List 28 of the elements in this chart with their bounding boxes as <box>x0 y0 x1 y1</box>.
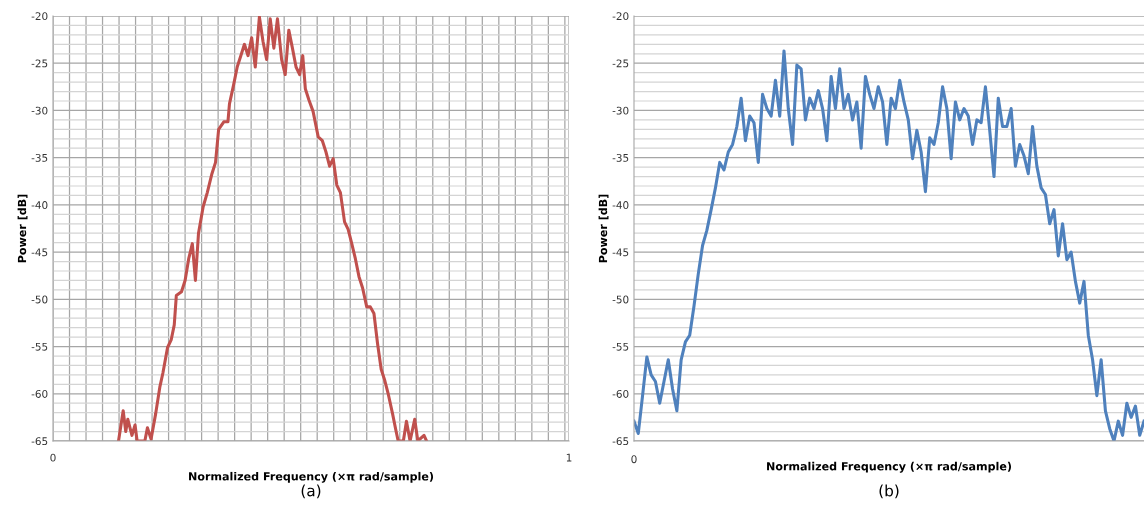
text: (a) <box>301 484 321 499</box>
x-axis-title: Normalized Frequency (×π rad/sample) <box>767 461 1012 473</box>
y-tick-label: -55 <box>612 342 629 351</box>
y-tick-label: -65 <box>612 437 629 446</box>
y-tick-label: -60 <box>31 390 48 398</box>
line-series <box>117 16 429 441</box>
y-tick-label: -35 <box>612 153 629 162</box>
y-tick-label: -40 <box>612 201 629 209</box>
y-tick-label: -55 <box>31 342 48 351</box>
y-tick-label: -45 <box>31 248 48 257</box>
y-tick-label: -25 <box>612 59 629 68</box>
y-tick-label: -60 <box>612 390 629 398</box>
y-tick-label: -45 <box>612 248 629 257</box>
y-axis-title: Power [dB] <box>598 194 609 263</box>
y-tick-label: -30 <box>31 106 48 115</box>
y-axis-title: Power [dB] <box>17 194 28 263</box>
text: (b) <box>879 484 899 499</box>
y-tick-label: -50 <box>31 295 48 304</box>
y-tick-label: -20 <box>612 12 629 21</box>
y-tick-label: -65 <box>31 437 48 446</box>
x-axis-title: Normalized Frequency (×π rad/sample) <box>189 471 434 483</box>
y-tick-label: -40 <box>31 201 48 209</box>
y-tick-label: -50 <box>612 295 629 304</box>
x-tick-label: 1 <box>566 453 572 462</box>
y-tick-label: -25 <box>31 59 48 68</box>
y-tick-label: -35 <box>31 153 48 162</box>
y-tick-label: -30 <box>612 106 629 115</box>
y-tick-label: -20 <box>31 12 48 21</box>
